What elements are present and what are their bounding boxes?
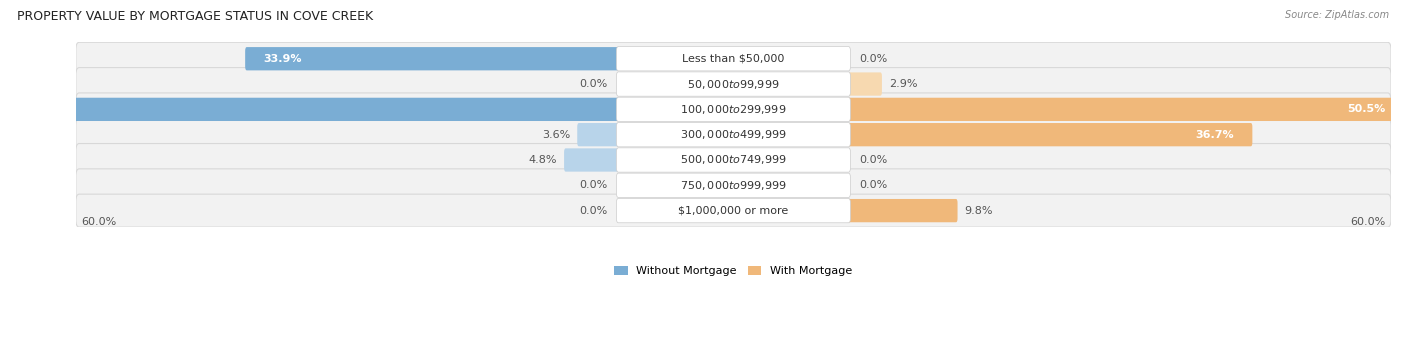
Text: 4.8%: 4.8% — [529, 155, 557, 165]
FancyBboxPatch shape — [846, 123, 1253, 146]
Text: 57.7%: 57.7% — [3, 104, 41, 114]
FancyBboxPatch shape — [0, 98, 620, 121]
Text: 60.0%: 60.0% — [82, 217, 117, 227]
FancyBboxPatch shape — [578, 123, 620, 146]
FancyBboxPatch shape — [616, 72, 851, 96]
FancyBboxPatch shape — [76, 194, 1391, 227]
Text: 60.0%: 60.0% — [1350, 217, 1385, 227]
Text: 3.6%: 3.6% — [541, 130, 569, 140]
Text: 0.0%: 0.0% — [859, 54, 887, 64]
Text: $100,000 to $299,999: $100,000 to $299,999 — [681, 103, 786, 116]
Text: Source: ZipAtlas.com: Source: ZipAtlas.com — [1285, 10, 1389, 20]
Text: Less than $50,000: Less than $50,000 — [682, 54, 785, 64]
Text: $50,000 to $99,999: $50,000 to $99,999 — [688, 77, 780, 91]
FancyBboxPatch shape — [846, 72, 882, 96]
Text: 0.0%: 0.0% — [579, 206, 607, 216]
Legend: Without Mortgage, With Mortgage: Without Mortgage, With Mortgage — [610, 261, 858, 281]
Text: $300,000 to $499,999: $300,000 to $499,999 — [681, 128, 787, 141]
FancyBboxPatch shape — [846, 98, 1403, 121]
Text: $750,000 to $999,999: $750,000 to $999,999 — [681, 179, 787, 192]
FancyBboxPatch shape — [616, 47, 851, 71]
FancyBboxPatch shape — [76, 93, 1391, 126]
FancyBboxPatch shape — [616, 173, 851, 197]
FancyBboxPatch shape — [564, 148, 620, 172]
FancyBboxPatch shape — [76, 169, 1391, 202]
Text: $500,000 to $749,999: $500,000 to $749,999 — [681, 153, 787, 166]
Text: 0.0%: 0.0% — [859, 155, 887, 165]
Text: $1,000,000 or more: $1,000,000 or more — [678, 206, 789, 216]
Text: 9.8%: 9.8% — [965, 206, 993, 216]
FancyBboxPatch shape — [245, 47, 620, 70]
FancyBboxPatch shape — [76, 144, 1391, 176]
Text: 33.9%: 33.9% — [263, 54, 302, 64]
FancyBboxPatch shape — [616, 198, 851, 223]
Text: 0.0%: 0.0% — [579, 79, 607, 89]
FancyBboxPatch shape — [616, 97, 851, 121]
FancyBboxPatch shape — [616, 122, 851, 147]
FancyBboxPatch shape — [76, 68, 1391, 101]
FancyBboxPatch shape — [76, 118, 1391, 151]
Text: 2.9%: 2.9% — [889, 79, 918, 89]
Text: PROPERTY VALUE BY MORTGAGE STATUS IN COVE CREEK: PROPERTY VALUE BY MORTGAGE STATUS IN COV… — [17, 10, 373, 23]
FancyBboxPatch shape — [846, 199, 957, 222]
Text: 0.0%: 0.0% — [859, 180, 887, 190]
Text: 50.5%: 50.5% — [1347, 104, 1385, 114]
Text: 36.7%: 36.7% — [1195, 130, 1234, 140]
FancyBboxPatch shape — [616, 148, 851, 172]
Text: 0.0%: 0.0% — [579, 180, 607, 190]
FancyBboxPatch shape — [76, 42, 1391, 75]
